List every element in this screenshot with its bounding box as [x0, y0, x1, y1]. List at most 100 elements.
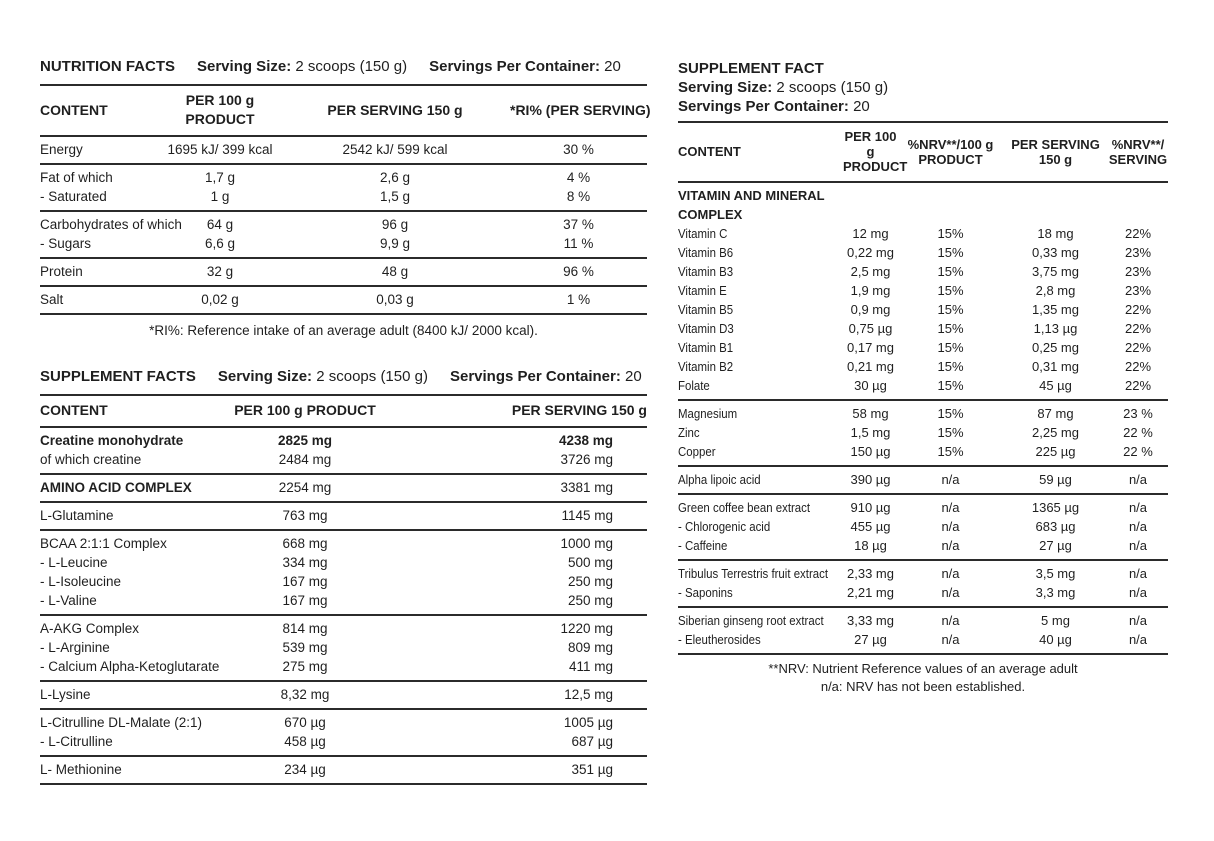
table-row: - L-Citrulline 458 µg 687 µg: [40, 732, 647, 751]
cell-per-serving-value: 351 µg: [571, 762, 613, 777]
cell-ingredient-name: Green coffee bean extract: [678, 500, 811, 515]
nrv-footnote-line2: n/a: NRV has not been established.: [820, 679, 1026, 694]
cell-per-serving-value: 2,8 mg: [1035, 283, 1076, 298]
cell-ingredient-name: Siberian ginseng root extract: [678, 613, 824, 628]
column-header-per100g: PER 100 g PRODUCT: [185, 92, 255, 127]
cell-per100g-value: 18 µg: [854, 538, 887, 553]
cell-ingredient-name: - L-Citrulline: [40, 734, 113, 749]
cell-per-serving-value: 0,03 g: [376, 292, 414, 307]
cell-ingredient-name: Vitamin E: [678, 283, 727, 298]
table-row: Vitamin B5 0,9 mg 15% 1,35 mg 22%: [678, 300, 1168, 319]
cell-nutrient-name: - Saturated: [40, 189, 107, 204]
servings-per-container-value: 20: [604, 58, 621, 75]
column-header-per-serving: PER SERVING 150 g: [327, 101, 463, 118]
table-row: Energy 1695 kJ/ 399 kcal 2542 kJ/ 599 kc…: [40, 140, 647, 159]
cell-ingredient-name: - L-Leucine: [40, 555, 108, 570]
supplement-facts-header-row: CONTENT PER 100 g PRODUCT PER SERVING 15…: [40, 396, 647, 428]
cell-per-serving-value: 0,33 mg: [1032, 245, 1079, 260]
cell-ri-percent-value: 4 %: [566, 170, 591, 185]
cell-ingredient-name: Creatine monohydrate: [40, 433, 184, 448]
cell-ingredient-name: L-Citrulline DL-Malate (2:1): [40, 715, 203, 730]
cell-per-serving-value: 687 µg: [571, 734, 613, 749]
column-header-content: CONTENT: [40, 101, 108, 118]
cell-per-serving-value: 2,6 g: [379, 170, 411, 185]
cell-per-serving-value: 1,5 g: [379, 189, 411, 204]
table-block: L- Methionine 234 µg 351 µg: [40, 757, 647, 785]
supplement-facts-body: Creatine monohydrate 2825 mg 4238 mg of …: [40, 428, 647, 785]
table-block: Creatine monohydrate 2825 mg 4238 mg of …: [40, 428, 647, 475]
servings-per-container-label: Servings Per Container:: [678, 98, 849, 115]
cell-per-serving-value: 683 µg: [1035, 519, 1076, 534]
cell-per100g-value: 12 mg: [852, 226, 889, 241]
cell-ingredient-name: Magnesium: [678, 406, 738, 421]
cell-nrv-per-serving-value: 22 %: [1123, 425, 1153, 440]
block-rows: Salt 0,02 g 0,03 g 1 %: [40, 290, 647, 309]
block-rows: Protein 32 g 48 g 96 %: [40, 262, 647, 281]
supplement-facts-title: SUPPLEMENT FACTS: [40, 368, 196, 385]
column-header-content: CONTENT: [40, 402, 108, 418]
supplement-fact-body: VITAMIN AND MINERAL COMPLEX Vitamin C 12…: [678, 183, 1168, 655]
cell-ingredient-name: - L-Isoleucine: [40, 574, 122, 589]
column-header-per100g: PER 100 g PRODUCT: [843, 129, 908, 174]
cell-per100g-value: 1,5 mg: [850, 425, 891, 440]
cell-per100g-value: 234 µg: [284, 762, 326, 777]
block-rows: Alpha lipoic acid 390 µg n/a 59 µg n/a: [678, 470, 1168, 489]
cell-per-serving-value: 1000 mg: [560, 536, 613, 551]
cell-per100g-value: 8,32 mg: [280, 687, 330, 702]
cell-per100g-value: 2,5 mg: [850, 264, 891, 279]
cell-ingredient-name: Folate: [678, 378, 710, 393]
table-row: Copper 150 µg 15% 225 µg 22 %: [678, 442, 1168, 461]
nutrition-facts-header-row: CONTENT PER 100 g PRODUCT PER SERVING 15…: [40, 86, 651, 137]
cell-per100g-value: 539 mg: [282, 640, 328, 655]
table-block: A-AKG Complex 814 mg 1220 mg - L-Arginin…: [40, 616, 647, 682]
table-row: - L-Valine 167 mg 250 mg: [40, 591, 647, 610]
column-header-per-serving: PER SERVING 150 g: [511, 402, 647, 418]
cell-per100g-value: 668 mg: [282, 536, 328, 551]
table-block: AMINO ACID COMPLEX 2254 mg 3381 mg: [40, 475, 647, 503]
cell-nrv-per-serving-value: n/a: [1128, 613, 1148, 628]
cell-per-serving-value: 18 mg: [1037, 226, 1074, 241]
table-row: Vitamin C 12 mg 15% 18 mg 22%: [678, 224, 1168, 243]
table-block: L-Glutamine 763 mg 1145 mg: [40, 503, 647, 531]
section-header: VITAMIN AND MINERAL COMPLEX: [678, 188, 825, 222]
table-row: - Chlorogenic acid 455 µg n/a 683 µg n/a: [678, 517, 1168, 536]
cell-per-serving-value: 225 µg: [1035, 444, 1076, 459]
cell-nrv-per100g-value: 15%: [937, 378, 964, 393]
table-block: Alpha lipoic acid 390 µg n/a 59 µg n/a: [678, 467, 1168, 495]
servings-per-container-label: Servings Per Container:: [429, 58, 600, 75]
cell-nrv-per100g-value: 15%: [937, 283, 964, 298]
table-row: L- Methionine 234 µg 351 µg: [40, 760, 647, 779]
cell-ingredient-name: Tribulus Terrestris fruit extract: [678, 566, 829, 581]
column-header-nrv-per-serving: %NRV**/ SERVING: [1108, 136, 1168, 167]
cell-per100g-value: 58 mg: [852, 406, 889, 421]
nutrition-facts-table: NUTRITION FACTS Serving Size: 2 scoops (…: [40, 57, 651, 340]
table-row: of which creatine 2484 mg 3726 mg: [40, 450, 647, 469]
cell-ingredient-name: - Chlorogenic acid: [678, 519, 771, 534]
table-block: VITAMIN AND MINERAL COMPLEX Vitamin C 12…: [678, 183, 1168, 401]
cell-per-serving-value: 59 µg: [1039, 472, 1072, 487]
cell-per100g-value: 2,33 mg: [847, 566, 894, 581]
cell-per100g-value: 670 µg: [284, 715, 326, 730]
block-rows: Tribulus Terrestris fruit extract 2,33 m…: [678, 564, 1168, 602]
cell-ingredient-name: BCAA 2:1:1 Complex: [40, 536, 167, 551]
nutrition-facts-title-row: NUTRITION FACTS Serving Size: 2 scoops (…: [40, 57, 647, 86]
cell-nutrient-name: Protein: [40, 264, 83, 279]
cell-per100g-value: 64 g: [206, 217, 234, 232]
cell-ingredient-name: L-Glutamine: [40, 508, 114, 523]
block-rows: Siberian ginseng root extract 3,33 mg n/…: [678, 611, 1168, 649]
table-row: Creatine monohydrate 2825 mg 4238 mg: [40, 431, 647, 450]
table-row: - L-Leucine 334 mg 500 mg: [40, 553, 647, 572]
nrv-footnote-line1: **NRV: Nutrient Reference values of an a…: [768, 661, 1078, 676]
serving-size-label: Serving Size:: [197, 58, 292, 75]
table-block: Protein 32 g 48 g 96 %: [40, 259, 647, 287]
cell-ingredient-name: - Saponins: [678, 585, 733, 600]
cell-per100g-value: 458 µg: [284, 734, 326, 749]
column-header-per-serving: PER SERVING 150 g: [1011, 136, 1100, 167]
cell-nrv-per100g-value: 15%: [937, 444, 964, 459]
table-block: L-Citrulline DL-Malate (2:1) 670 µg 1005…: [40, 710, 647, 757]
cell-per-serving-value: 4238 mg: [558, 433, 613, 448]
ri-footnote: *RI%: Reference intake of an average adu…: [149, 323, 538, 338]
cell-nrv-per-serving-value: 23%: [1124, 264, 1152, 279]
table-row: L-Citrulline DL-Malate (2:1) 670 µg 1005…: [40, 713, 647, 732]
cell-per-serving-value: 1,13 µg: [1033, 321, 1078, 336]
